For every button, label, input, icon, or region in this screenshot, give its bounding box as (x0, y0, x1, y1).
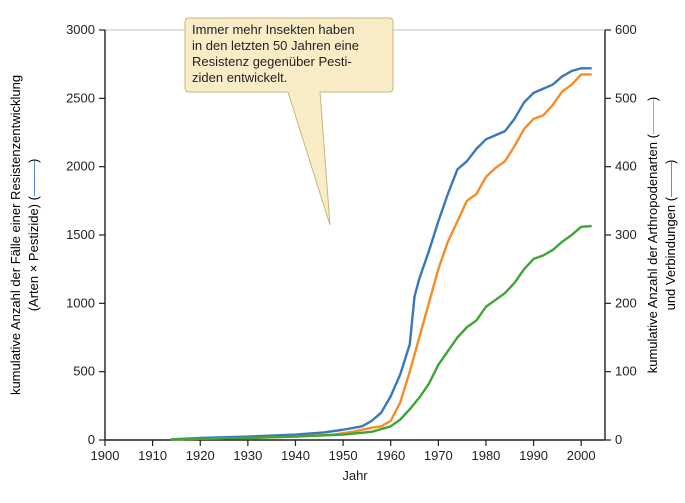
svg-text:1910: 1910 (138, 448, 167, 463)
svg-text:1960: 1960 (376, 448, 405, 463)
svg-text:und Verbindungen (———): und Verbindungen (———) (663, 160, 678, 311)
svg-text:2500: 2500 (66, 90, 95, 105)
svg-text:1950: 1950 (329, 448, 358, 463)
svg-text:Jahr: Jahr (342, 468, 368, 483)
resistance-chart: 1900 1910 1920 1930 1940 1950 1960 1970 1980 1990… (0, 0, 685, 503)
svg-text:400: 400 (615, 159, 637, 174)
svg-text:3000: 3000 (66, 22, 95, 37)
svg-text:200: 200 (615, 295, 637, 310)
svg-text:500: 500 (73, 364, 95, 379)
svg-text:300: 300 (615, 227, 637, 242)
svg-text:1930: 1930 (233, 448, 262, 463)
svg-text:(Arten × Pestizide) (———): (Arten × Pestizide) (———) (26, 159, 41, 312)
svg-text:500: 500 (615, 90, 637, 105)
svg-text:2000: 2000 (66, 159, 95, 174)
svg-text:2000: 2000 (567, 448, 596, 463)
svg-text:in den letzten 50 Jahren eine: in den letzten 50 Jahren eine (192, 38, 359, 53)
svg-text:600: 600 (615, 22, 637, 37)
svg-text:ziden entwickelt.: ziden entwickelt. (192, 70, 287, 85)
svg-text:1920: 1920 (186, 448, 215, 463)
svg-text:1900: 1900 (91, 448, 120, 463)
svg-text:100: 100 (615, 364, 637, 379)
svg-text:Immer mehr Insekten haben: Immer mehr Insekten haben (192, 22, 355, 37)
svg-text:1500: 1500 (66, 227, 95, 242)
svg-text:1980: 1980 (471, 448, 500, 463)
svg-text:0: 0 (88, 432, 95, 447)
chart-svg: 1900 1910 1920 1930 1940 1950 1960 1970 1980 1990… (0, 0, 685, 503)
svg-text:1970: 1970 (424, 448, 453, 463)
svg-text:0: 0 (615, 432, 622, 447)
svg-text:kumulative Anzahl der Arthropo: kumulative Anzahl der Arthropodenarten (… (645, 97, 660, 374)
svg-text:1000: 1000 (66, 295, 95, 310)
svg-text:1990: 1990 (519, 448, 548, 463)
svg-text:kumulative Anzahl der Fälle ei: kumulative Anzahl der Fälle einer Resist… (8, 75, 23, 395)
svg-text:Resistenz gegenüber Pesti-: Resistenz gegenüber Pesti- (192, 54, 352, 69)
svg-text:1940: 1940 (281, 448, 310, 463)
